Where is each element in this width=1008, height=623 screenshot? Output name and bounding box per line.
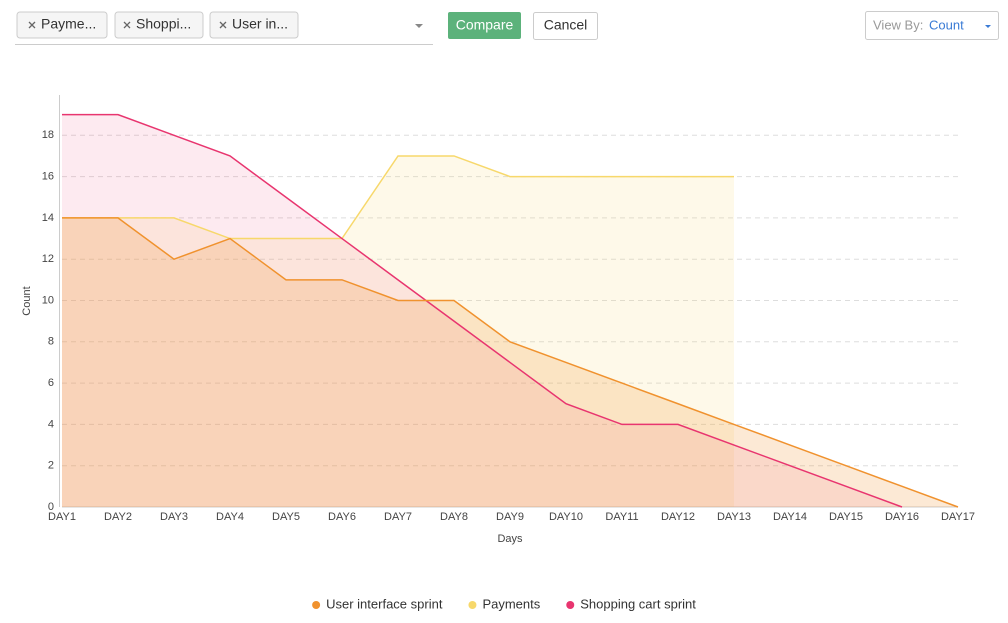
- toolbar: Payme... Shoppi... User in... Compare Ca…: [15, 11, 999, 45]
- legend-label: Payments: [482, 596, 540, 611]
- chip-remove[interactable]: [123, 21, 131, 29]
- y-tick-label: 10: [42, 294, 54, 306]
- y-tick-label: 2: [48, 460, 54, 472]
- x-tick-label: DAY4: [216, 511, 244, 523]
- chip[interactable]: [209, 11, 299, 39]
- line: [62, 155, 734, 240]
- chip[interactable]: [16, 11, 108, 39]
- x-tick-label: DAY17: [941, 511, 975, 523]
- chip-label: Shoppi...: [136, 16, 191, 32]
- chip-label: Payme...: [41, 16, 96, 32]
- area: [62, 114, 902, 508]
- x-tick-label: DAY16: [885, 511, 919, 523]
- x-tick-label: DAY13: [717, 511, 751, 523]
- legend-marker: [566, 601, 575, 609]
- x-tick-label: DAY8: [440, 511, 468, 523]
- x-tick-label: DAY14: [773, 511, 807, 523]
- legend-label: User interface sprint: [326, 596, 443, 611]
- legend-marker: [312, 601, 321, 609]
- y-tick-label: 12: [42, 253, 54, 265]
- chip[interactable]: [114, 11, 204, 39]
- compare-button[interactable]: [448, 12, 521, 39]
- compare-label: Compare: [456, 17, 514, 33]
- x-tick-label: DAY1: [48, 511, 76, 523]
- x-tick-label: DAY15: [829, 511, 863, 523]
- legend-label: Shopping cart sprint: [580, 596, 696, 611]
- x-axis-title: Days: [497, 533, 523, 545]
- x-tick-label: DAY7: [384, 511, 412, 523]
- x-tick-label: DAY11: [605, 511, 638, 523]
- line: [62, 113, 903, 508]
- line: [62, 217, 959, 508]
- y-tick-label: 16: [42, 171, 54, 183]
- x-tick-label: DAY5: [272, 511, 300, 523]
- area: [62, 155, 734, 507]
- x-tick-label: DAY9: [496, 511, 524, 523]
- legend-marker: [468, 601, 477, 609]
- select-caret[interactable]: [415, 24, 423, 28]
- chip-remove[interactable]: [219, 21, 227, 29]
- x-tick-label: DAY6: [328, 511, 356, 523]
- x-tick-label: DAY10: [549, 511, 583, 523]
- y-tick-label: 8: [48, 336, 54, 348]
- y-tick-label: 18: [42, 129, 54, 141]
- x-tick-label: DAY2: [104, 511, 132, 523]
- cancel-label: Cancel: [544, 17, 588, 33]
- chip-remove[interactable]: [28, 21, 36, 29]
- y-tick-label: 4: [48, 418, 54, 430]
- view-by-label: View By:: [873, 17, 923, 32]
- y-tick-label: 14: [42, 212, 54, 224]
- cancel-button[interactable]: [533, 12, 598, 40]
- y-tick-label: 0: [48, 501, 54, 513]
- x-tick-label: DAY12: [661, 511, 695, 523]
- view-by-select[interactable]: [865, 11, 999, 40]
- view-by-value: Count: [929, 17, 964, 32]
- y-tick-label: 6: [48, 377, 54, 389]
- view-by-caret: [985, 25, 991, 28]
- chip-label: User in...: [232, 16, 288, 32]
- x-tick-label: DAY3: [160, 511, 188, 523]
- y-axis-title: Count: [21, 286, 33, 315]
